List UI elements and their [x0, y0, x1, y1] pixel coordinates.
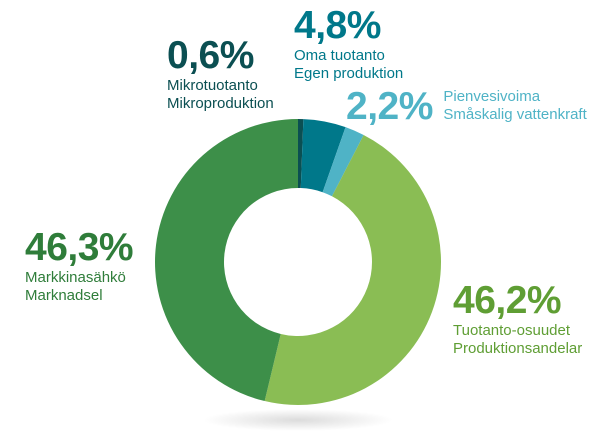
fi-mikro: Mikrotuotanto — [167, 77, 258, 94]
desc-pien: Pienvesivoima Småskalig vattenkraft — [443, 88, 586, 124]
sv-oma: Egen produktion — [294, 65, 404, 82]
label-oma: 4,8% Oma tuotanto Egen produktion — [294, 6, 403, 83]
label-markkina: 46,3% Markkinasähkö Marknadsel — [25, 226, 134, 305]
slice-osuudet — [264, 134, 442, 405]
donut-shadow — [203, 409, 393, 431]
slice-pien — [322, 127, 364, 197]
pct-mikro: 0,6% — [167, 34, 254, 77]
pct-oma: 4,8% — [294, 4, 381, 47]
slice-markkina — [155, 119, 298, 402]
fi-pien: Pienvesivoima — [443, 88, 541, 105]
fi-oma: Oma tuotanto — [294, 47, 385, 64]
desc-osuudet: Tuotanto-osuudet Produktionsandelar — [453, 322, 582, 358]
label-pien: 2,2% Pienvesivoima Småskalig vattenkraft — [346, 87, 587, 126]
fi-osuudet: Tuotanto-osuudet — [453, 322, 571, 339]
desc-markkina: Markkinasähkö Marknadsel — [25, 269, 133, 305]
fi-markkina: Markkinasähkö — [25, 269, 126, 286]
desc-mikro: Mikrotuotanto Mikroproduktion — [167, 77, 274, 113]
pct-osuudet: 46,2% — [453, 279, 562, 322]
slice-mikro — [298, 119, 304, 189]
sv-pien: Småskalig vattenkraft — [443, 106, 587, 123]
slice-oma — [300, 119, 346, 193]
label-mikro: 0,6% Mikrotuotanto Mikroproduktion — [167, 36, 274, 113]
desc-oma: Oma tuotanto Egen produktion — [294, 47, 403, 83]
pct-pien: 2,2% — [346, 85, 433, 128]
label-osuudet: 46,2% Tuotanto-osuudet Produktionsandela… — [453, 281, 582, 358]
sv-markkina: Marknadsel — [25, 287, 103, 304]
sv-mikro: Mikroproduktion — [167, 95, 274, 112]
pct-markkina: 46,3% — [25, 226, 134, 269]
sv-osuudet: Produktionsandelar — [453, 340, 583, 357]
